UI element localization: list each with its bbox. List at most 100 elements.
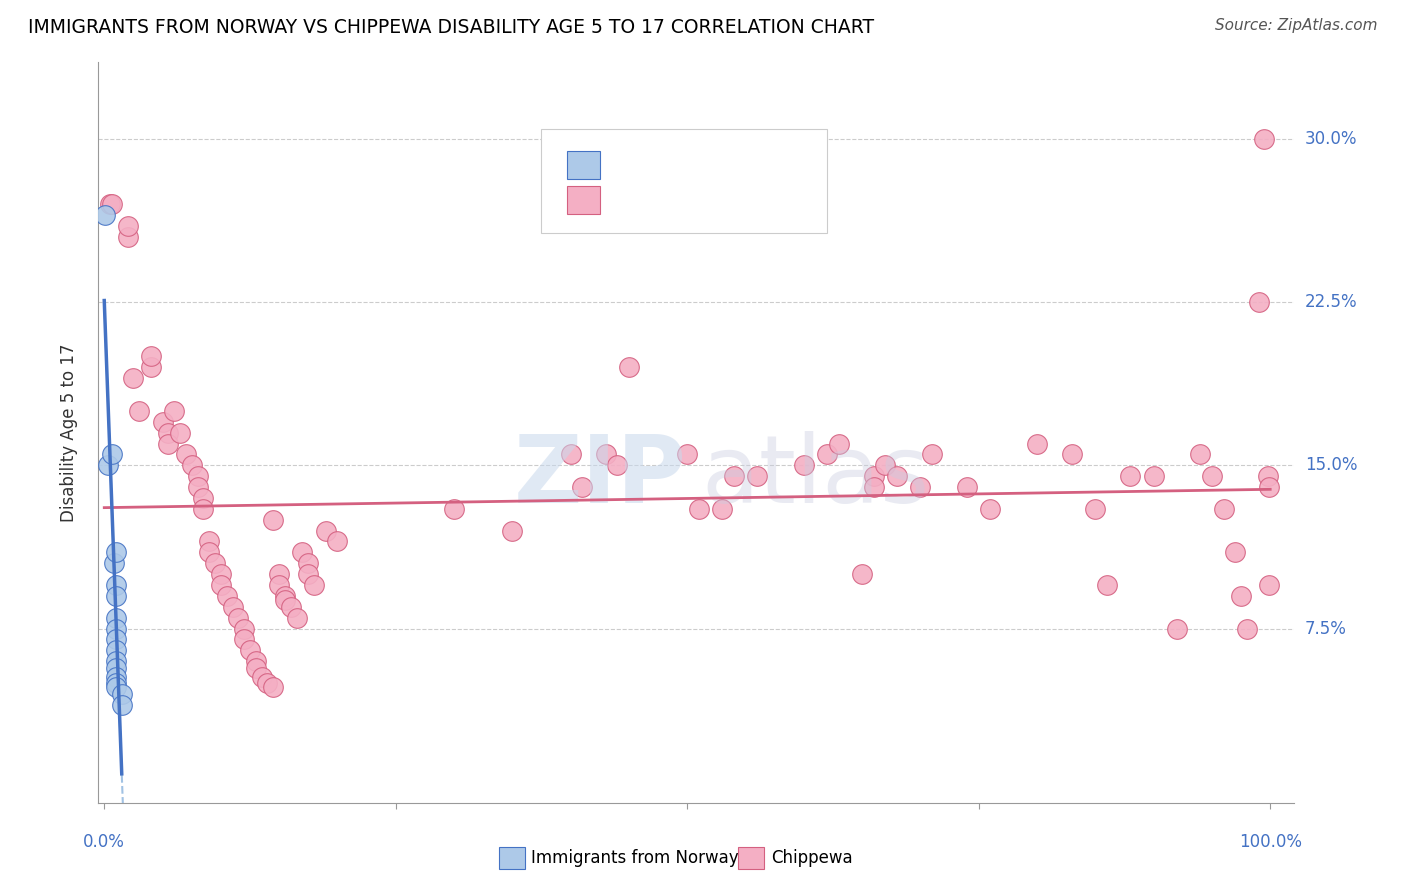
Point <box>1225 545 1247 559</box>
Point <box>97 458 120 473</box>
Point <box>228 611 250 625</box>
Text: 15.0%: 15.0% <box>1305 457 1357 475</box>
Point <box>98 197 121 211</box>
Text: 22.5%: 22.5% <box>1305 293 1357 311</box>
Point <box>269 567 291 582</box>
Point <box>956 480 979 494</box>
Point <box>198 534 221 549</box>
Point <box>862 480 884 494</box>
Point <box>1142 469 1164 483</box>
Point <box>101 447 124 461</box>
Point <box>245 661 267 675</box>
Point <box>862 469 884 483</box>
Text: N =: N = <box>709 191 748 209</box>
Point <box>302 578 325 592</box>
Point <box>1026 436 1049 450</box>
Point <box>104 681 127 695</box>
Point <box>291 545 314 559</box>
Point <box>209 578 232 592</box>
Point <box>921 447 943 461</box>
Point <box>828 436 851 450</box>
Point <box>193 501 215 516</box>
Point <box>617 360 640 375</box>
Point <box>1166 622 1188 636</box>
Bar <box>738 847 763 870</box>
FancyBboxPatch shape <box>541 129 827 233</box>
Point <box>886 469 908 483</box>
Point <box>103 556 125 570</box>
Point <box>104 611 127 625</box>
Point <box>979 501 1001 516</box>
Point <box>104 589 127 603</box>
Point <box>163 404 186 418</box>
Point <box>851 567 873 582</box>
Point <box>326 534 349 549</box>
Text: Chippewa: Chippewa <box>772 849 853 867</box>
Point <box>104 545 127 559</box>
Point <box>111 687 134 701</box>
Point <box>676 447 699 461</box>
Point <box>204 556 226 570</box>
Point <box>1095 578 1118 592</box>
Point <box>104 654 127 668</box>
Point <box>262 513 284 527</box>
Bar <box>499 847 524 870</box>
Point <box>104 676 127 690</box>
Point <box>209 567 232 582</box>
Point <box>104 578 127 592</box>
Point <box>1060 447 1083 461</box>
Text: 100.0%: 100.0% <box>1239 833 1302 851</box>
Text: 30.0%: 30.0% <box>1305 129 1357 148</box>
Point <box>256 676 278 690</box>
Point <box>117 219 139 233</box>
Text: atlas: atlas <box>702 431 929 523</box>
Text: Immigrants from Norway: Immigrants from Norway <box>531 849 738 867</box>
Text: Source: ZipAtlas.com: Source: ZipAtlas.com <box>1215 18 1378 33</box>
Point <box>297 567 319 582</box>
Point <box>94 208 117 222</box>
Point <box>104 622 127 636</box>
Point <box>315 524 337 538</box>
Point <box>443 501 465 516</box>
Text: 0.0%: 0.0% <box>83 833 125 851</box>
Point <box>104 643 127 657</box>
Point <box>139 350 162 364</box>
Text: 18: 18 <box>744 156 766 174</box>
Point <box>215 589 238 603</box>
Point <box>186 469 208 483</box>
Point <box>122 371 145 385</box>
Point <box>198 545 221 559</box>
Point <box>1201 469 1223 483</box>
Point <box>1230 589 1253 603</box>
Point <box>274 593 297 607</box>
Point <box>1258 578 1281 592</box>
Point <box>595 447 617 461</box>
Point <box>1212 501 1234 516</box>
Point <box>280 599 302 614</box>
Point <box>128 404 150 418</box>
Point <box>239 643 262 657</box>
Text: 7.5%: 7.5% <box>1305 620 1347 638</box>
Point <box>793 458 815 473</box>
Point <box>104 669 127 683</box>
Point <box>1257 469 1279 483</box>
Point <box>688 501 710 516</box>
Text: R =: R = <box>614 191 654 209</box>
Point <box>747 469 769 483</box>
Point <box>245 654 267 668</box>
Point <box>104 632 127 647</box>
Point <box>1119 469 1142 483</box>
Text: N =: N = <box>709 156 748 174</box>
Point <box>1247 295 1270 310</box>
Point <box>221 599 243 614</box>
Point <box>269 578 291 592</box>
Point <box>117 229 139 244</box>
Point <box>139 360 162 375</box>
Point <box>560 447 582 461</box>
Point <box>152 415 174 429</box>
Point <box>174 447 197 461</box>
Point <box>1253 131 1275 145</box>
Text: IMMIGRANTS FROM NORWAY VS CHIPPEWA DISABILITY AGE 5 TO 17 CORRELATION CHART: IMMIGRANTS FROM NORWAY VS CHIPPEWA DISAB… <box>28 18 875 37</box>
Point <box>157 436 180 450</box>
Text: 0.116: 0.116 <box>654 191 706 209</box>
